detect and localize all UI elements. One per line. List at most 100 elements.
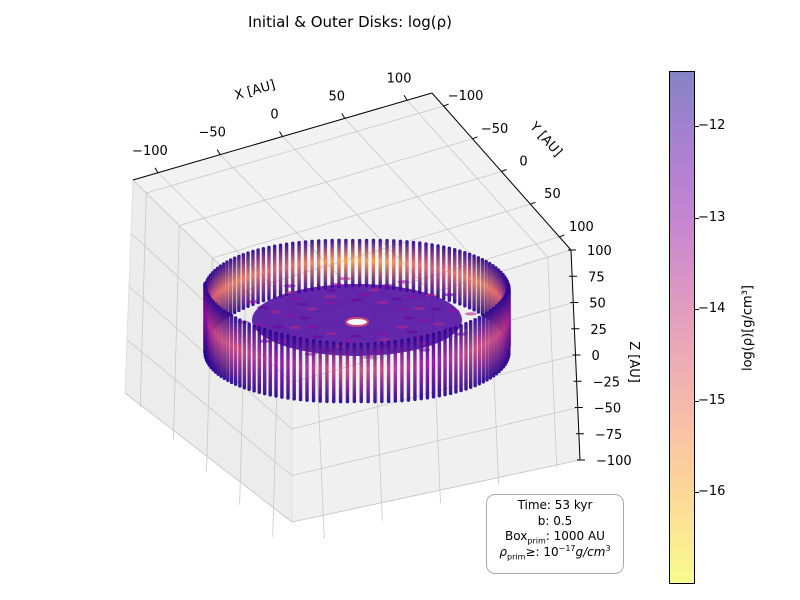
- disk-point-column: [316, 239, 321, 291]
- disk-point-cluster: [406, 294, 419, 299]
- disk-point-cluster: [283, 313, 296, 318]
- disk-point-column: [454, 325, 458, 394]
- disk-point-column: [352, 342, 357, 404]
- disk-point-column: [468, 320, 473, 390]
- disk-point-cluster: [381, 283, 394, 288]
- y-tick-mark: [530, 201, 536, 205]
- disk-point-cluster: [358, 293, 371, 297]
- disk-point-column: [437, 330, 442, 398]
- disk-point-column: [229, 314, 234, 385]
- disk-point-column: [257, 326, 261, 394]
- disk-point-cluster: [296, 302, 309, 306]
- disk-point-column: [459, 323, 463, 393]
- disk-point-column: [480, 257, 485, 316]
- disk-point-cluster: [377, 300, 389, 305]
- disk-point-column: [481, 313, 486, 384]
- disk-point-column: [256, 248, 260, 305]
- disk-point-column: [386, 340, 391, 404]
- disk-point-cluster: [418, 318, 431, 323]
- disk-point-column: [298, 336, 303, 402]
- x-tick-label: 100: [387, 71, 412, 86]
- disk-point-column: [225, 260, 229, 319]
- disk-point-cluster: [254, 323, 267, 327]
- disk-point-cluster: [396, 307, 409, 311]
- disk-point-cluster: [447, 309, 460, 313]
- disk-point-cluster: [390, 297, 403, 301]
- grid-line-z: [126, 339, 578, 476]
- disk-point-cluster: [339, 277, 352, 281]
- disk-point-column: [378, 238, 382, 289]
- disk-point-column: [487, 261, 492, 321]
- disk-point-column: [453, 248, 457, 304]
- disk-point-column: [436, 244, 440, 299]
- disk-point-column: [413, 336, 417, 402]
- disk-point-cluster: [343, 339, 356, 343]
- axis-ticks: −100 −50 0 50 100 −100 −50 0 50 100 100 75 50 25 0 −25 −…: [132, 71, 632, 469]
- disk-point-column: [398, 239, 403, 292]
- disk-point-column: [274, 331, 278, 398]
- disk-point-column: [252, 324, 256, 393]
- disk-point-column: [311, 338, 316, 403]
- disk-point-column: [418, 241, 422, 295]
- disk-point-column: [272, 244, 277, 300]
- disk-point-column: [221, 262, 226, 321]
- y-tick-label: 0: [519, 155, 527, 170]
- disk-point-cluster: [368, 288, 381, 292]
- x-tick-label: 0: [270, 108, 278, 123]
- info-box: Time: 53 kyr b: 0.5 Boxprim: 1000 AU ρpr…: [486, 494, 624, 574]
- colorbar-tick-label: −12: [698, 117, 726, 133]
- grid-line-y-vert: [547, 257, 558, 468]
- z-tick-label: 75: [588, 270, 605, 285]
- disk-point-column: [443, 329, 447, 397]
- disk-point-column: [366, 342, 370, 404]
- disk-point-column: [222, 309, 227, 381]
- colorbar-tick-mark: [695, 492, 699, 494]
- disk-point-column: [405, 240, 409, 293]
- disk-point-column: [338, 342, 343, 404]
- disk-point-column: [494, 304, 499, 376]
- disk-point-column: [332, 341, 336, 404]
- info-b: b: 0.5: [537, 513, 573, 528]
- colorbar: [669, 71, 695, 584]
- disk-point-cluster: [325, 331, 337, 336]
- disk-point-column: [359, 342, 363, 404]
- y-tick-mark: [559, 234, 565, 238]
- disk-point-cluster: [430, 307, 443, 311]
- 3d-scatter-plot[interactable]: −100 −50 0 50 100 −100 −50 0 50 100 100 75 50 25 0 −25 −…: [0, 0, 660, 600]
- disk-point-cluster: [283, 284, 296, 288]
- disk-point-column: [393, 339, 398, 403]
- grid-line-x: [406, 99, 549, 258]
- grid-line-x-vert: [139, 192, 147, 408]
- colorbar-tick-mark: [695, 400, 699, 402]
- disk-point-column: [241, 252, 246, 310]
- x-tick-label: −100: [132, 144, 168, 159]
- disk-point-column: [267, 245, 271, 301]
- disk-point-column: [284, 242, 289, 297]
- disk-point-column: [430, 243, 434, 298]
- disk-point-column: [467, 252, 472, 310]
- disk-point-cluster: [299, 316, 311, 320]
- disk-point-column: [473, 317, 477, 388]
- disk-point-cluster: [257, 305, 270, 310]
- disk-point-cluster: [325, 289, 338, 293]
- disk-point-cluster: [432, 322, 445, 326]
- colorbar-label: log(ρ)[g/cm³]: [740, 284, 756, 372]
- disk-point-column: [330, 238, 334, 289]
- disk-point-cluster: [246, 300, 259, 304]
- disk-point-column: [400, 338, 404, 403]
- disk-point-column: [233, 316, 238, 386]
- disk-point-column: [268, 329, 272, 397]
- colorbar-tick-mark: [695, 309, 699, 311]
- x-tick-mark: [403, 94, 408, 101]
- disk-point-column: [484, 259, 488, 319]
- disk-point-column: [232, 256, 237, 315]
- disk-point-column: [392, 239, 396, 291]
- disk-point-column: [247, 322, 251, 392]
- disk-point-column: [337, 238, 341, 289]
- disk-point-column: [216, 304, 220, 376]
- disk-point-cluster: [311, 335, 324, 339]
- disk-point-column: [292, 335, 296, 401]
- disk-point-column: [261, 246, 266, 303]
- x-tick-mark: [154, 167, 159, 174]
- chart-title: Initial & Outer Disks: log(ρ): [247, 13, 453, 31]
